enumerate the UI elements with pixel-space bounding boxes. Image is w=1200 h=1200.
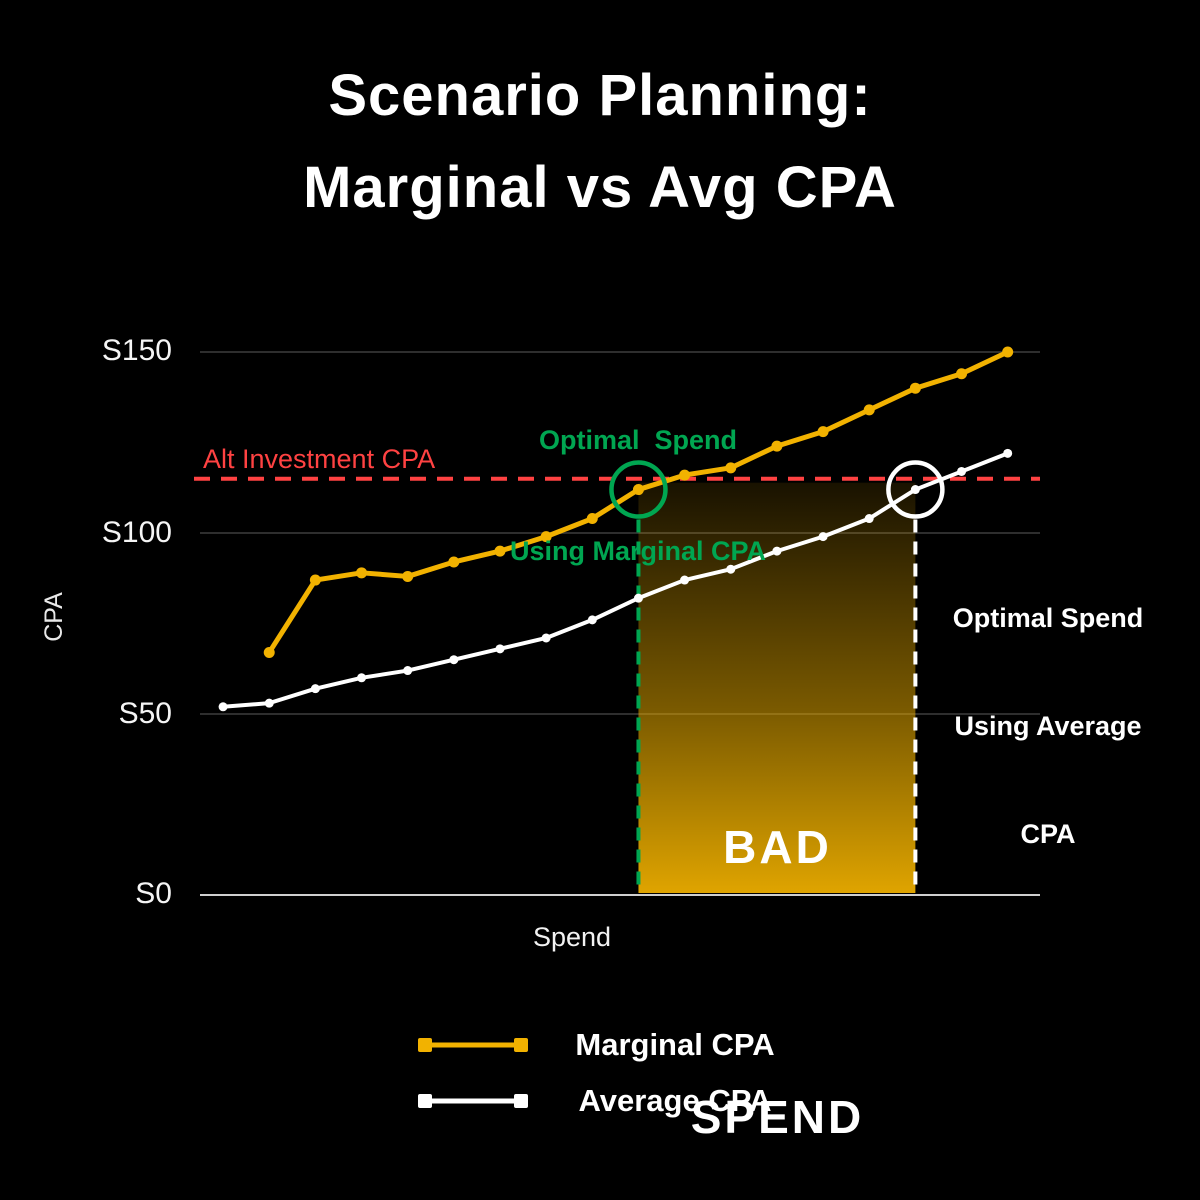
page-title: Scenario Planning: Marginal vs Avg CPA [0,50,1200,234]
data-point [541,633,551,643]
data-point [540,531,552,543]
data-point [356,567,368,579]
data-point [357,673,367,683]
data-point [956,368,968,380]
legend-label-marginal-cpa: Marginal CPA [575,1027,775,1062]
data-point [771,440,783,452]
data-point [725,462,737,474]
data-point [633,593,643,603]
data-point [909,382,921,394]
data-point [1002,346,1014,358]
bad-spend-label: BAD SPEND [640,622,915,1200]
data-point [1003,448,1013,458]
y-axis-label: CPA [40,592,68,642]
legend: Marginal CPA Average CPA [0,1026,1200,1120]
optimal-average-annotation: Optimal Spend Using Average CPA [898,528,1198,924]
data-point [495,644,505,654]
data-point [817,426,829,438]
optimal-marginal-annotation-line-2: Using Marginal CPA [509,536,767,566]
data-point [586,513,598,525]
optimal-average-annotation-line-3: CPA [1020,819,1076,849]
data-point [772,546,782,556]
y-tick-50: S50 [118,697,172,730]
data-point [680,575,690,585]
average-cpa-line [221,451,1010,709]
page-title-line-2: Marginal vs Avg CPA [303,155,897,220]
optimal-average-annotation-line-2: Using Average [954,711,1142,741]
bad-spend-label-line-1: BAD [723,821,832,873]
legend-label-average-cpa: Average CPA [578,1083,772,1118]
data-point [818,532,828,542]
data-point [910,485,920,495]
legend-item-average-cpa: Average CPA [417,1082,783,1120]
data-point [402,570,414,582]
data-point [309,574,321,586]
data-point [264,698,274,708]
optimal-marginal-annotation-line-1: Optimal Spend [538,425,738,455]
y-tick-0: S0 [135,877,172,910]
data-point [632,484,644,496]
data-point [679,469,691,481]
data-point [403,666,413,676]
y-tick-100: S100 [101,516,172,549]
marginal-cpa-legend-marker-icon [417,1038,528,1052]
alt-investment-label: Alt Investment CPA [203,444,436,474]
page-title-line-1: Scenario Planning: [328,63,872,128]
data-point [726,564,736,574]
legend-item-marginal-cpa: Marginal CPA [417,1026,783,1064]
data-point [864,514,874,524]
data-point [494,545,506,557]
average-cpa-legend-marker-icon [417,1094,528,1108]
bad-spend-label-line-2: SPEND [690,1091,865,1143]
optimal-spend-average-ring [886,460,945,519]
data-point [863,404,875,416]
optimal-spend-marginal-ring [609,460,668,519]
data-point [263,646,275,658]
data-point [587,615,597,625]
data-point [957,466,967,476]
data-point [310,684,320,694]
y-tick-150: S150 [101,334,172,367]
x-axis-label: Spend [532,922,612,952]
optimal-average-annotation-line-1: Optimal Spend [952,603,1144,633]
optimal-marginal-annotation: Optimal Spend Using Marginal CPA [438,348,838,644]
data-point [218,702,228,712]
data-point [449,655,459,665]
data-point [448,556,460,568]
